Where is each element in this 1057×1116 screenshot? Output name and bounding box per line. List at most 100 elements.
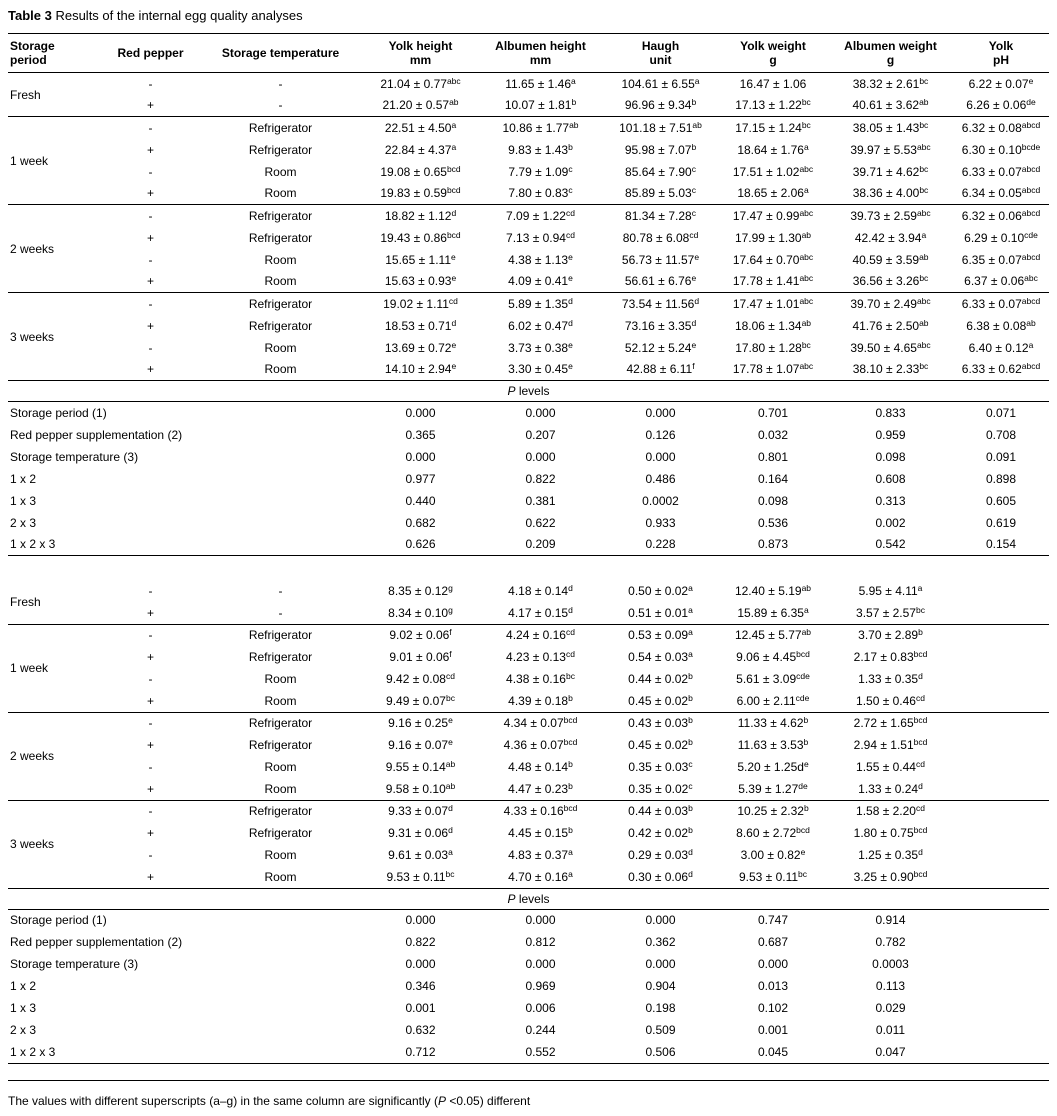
p-level-label: 1 x 2 bbox=[10, 979, 37, 993]
superscript: a bbox=[688, 604, 693, 615]
superscript: abc bbox=[916, 295, 931, 306]
p-value-cell: 0.346 bbox=[405, 979, 436, 993]
superscript: ab bbox=[801, 583, 812, 593]
red-pepper-cell: + bbox=[146, 142, 154, 157]
data-row: 1 week - Refrigerator 9.02 ± 0.06f 4.24 ± 0.… bbox=[8, 623, 1049, 712]
value-cell: 0.45 ± 0.02b bbox=[628, 692, 693, 708]
value-cell: 1.58 ± 2.20cd bbox=[828, 799, 953, 822]
p-value-cell: 0.000 bbox=[405, 957, 436, 971]
superscript: bc bbox=[798, 868, 808, 879]
value-cell: 6.35 ± 0.07abcd bbox=[961, 251, 1041, 267]
data-row: Fresh - - 21.04 ± 0.77abc 11.65 ± 1.46a 104.6… bbox=[8, 73, 1049, 102]
superscript: d bbox=[918, 847, 923, 857]
value-cell: 1.33 ± 0.24d bbox=[858, 780, 923, 796]
value-cell: 22.84 ± 4.37a bbox=[384, 141, 457, 157]
value-cell: 4.09 ± 0.41e bbox=[508, 273, 573, 289]
superscript: d bbox=[688, 868, 693, 879]
data-row: Fresh - - 8.35 ± 0.12g 4.18 ± 0.14d 0.50 ± 0.… bbox=[8, 580, 1049, 609]
superscript: e bbox=[800, 847, 806, 857]
value-cell: 39.50 ± 4.65abc bbox=[850, 339, 931, 355]
superscript: ab bbox=[801, 229, 812, 240]
p-value-cell: 0.801 bbox=[757, 449, 789, 464]
data-row: 2 weeks - Refrigerator 18.82 ± 1.12d 7.09 ± … bbox=[8, 204, 1049, 293]
value-cell: 56.61 ± 6.76e bbox=[624, 273, 697, 289]
empty-cell bbox=[953, 997, 1049, 1019]
p-value-cell: 0.000 bbox=[757, 957, 789, 971]
p-value-cell: 0.509 bbox=[645, 1023, 676, 1037]
superscript: g bbox=[448, 604, 453, 615]
value-cell: 42.88 ± 6.11f bbox=[626, 361, 695, 377]
red-pepper-cell: + bbox=[146, 605, 154, 620]
superscript: d bbox=[568, 295, 573, 306]
superscript: e bbox=[1028, 75, 1034, 86]
empty-cell bbox=[953, 602, 1049, 624]
egg-quality-table-lower: Fresh - - 8.35 ± 0.12g 4.18 ± 0.14d 0.50 ± 0.… bbox=[8, 580, 1049, 1064]
p-value-cell: 0.822 bbox=[525, 471, 556, 486]
value-cell: 9.53 ± 0.11bc bbox=[386, 868, 455, 884]
column-header: Yolk height mm bbox=[363, 33, 478, 73]
superscript: a bbox=[451, 141, 457, 152]
superscript: a bbox=[694, 75, 700, 86]
superscript: d bbox=[688, 847, 693, 857]
data-row: - Room 15.65 ± 1.11e 4.38 ± 1.13e 56.73 ± 11… bbox=[8, 249, 1049, 271]
storage-period-label: 1 week bbox=[8, 623, 103, 712]
p-value-cell: 0.904 bbox=[645, 979, 676, 993]
value-cell: 9.16 ± 0.25e bbox=[363, 711, 478, 734]
value-cell: 6.37 ± 0.06abc bbox=[964, 273, 1038, 289]
superscript: a bbox=[568, 868, 573, 879]
p-value-cell: 0.682 bbox=[405, 515, 436, 530]
red-pepper-cell: - bbox=[103, 623, 198, 646]
storage-period-label: 1 week bbox=[8, 116, 103, 205]
p-level-label: 2 x 3 bbox=[10, 515, 37, 530]
superscript: d bbox=[918, 671, 923, 681]
footnote-text-end: <0.05) different bbox=[446, 1093, 531, 1108]
superscript: b bbox=[688, 737, 693, 747]
p-value-cell: 0.207 bbox=[525, 427, 556, 442]
value-cell: 17.99 ± 1.30ab bbox=[734, 229, 812, 245]
storage-temperature-cell: Refrigerator bbox=[248, 230, 313, 245]
superscript: d bbox=[694, 295, 700, 306]
superscript: a bbox=[688, 583, 693, 593]
empty-cell bbox=[953, 756, 1049, 778]
red-pepper-cell: + bbox=[146, 362, 154, 377]
value-cell: 5.20 ± 1.25de bbox=[737, 759, 809, 774]
value-cell: 11.63 ± 3.53b bbox=[737, 737, 809, 752]
value-cell: 39.97 ± 5.53abc bbox=[850, 141, 931, 157]
value-cell: 18.64 ± 1.76a bbox=[737, 141, 809, 157]
value-cell: 9.31 ± 0.06d bbox=[388, 825, 453, 840]
p-value-cell: 0.873 bbox=[718, 533, 828, 556]
value-cell: 9.33 ± 0.07d bbox=[363, 799, 478, 822]
value-cell: 19.83 ± 0.59bcd bbox=[380, 185, 461, 201]
superscript: e bbox=[803, 759, 809, 769]
red-pepper-cell: + bbox=[146, 693, 154, 708]
value-cell: 8.34 ± 0.10g bbox=[388, 604, 453, 620]
value-cell: 56.73 ± 11.57e bbox=[621, 251, 700, 267]
value-cell: 9.16 ± 0.07e bbox=[388, 737, 453, 752]
superscript: abc bbox=[799, 295, 814, 306]
superscript: bcd bbox=[563, 715, 578, 726]
storage-temperature-cell: Refrigerator bbox=[248, 650, 313, 664]
red-pepper-cell: - bbox=[148, 672, 153, 686]
table-body-upper: Fresh - - 21.04 ± 0.77abc 11.65 ± 1.46a 104.6… bbox=[8, 73, 1049, 556]
storage-temperature-cell: - bbox=[278, 98, 283, 113]
superscript: cd bbox=[445, 671, 455, 681]
data-row: - Room 9.55 ± 0.14ab 4.48 ± 0.14b 0.35 ± 0.0… bbox=[8, 756, 1049, 778]
value-cell: 95.98 ± 7.07b bbox=[624, 141, 697, 157]
p-level-row: 1 x 2 0.977 0.822 0.486 0.164 0.608 0.898 bbox=[8, 468, 1049, 490]
p-value-cell: 0.000 bbox=[405, 913, 436, 928]
value-cell: 80.78 ± 6.08cd bbox=[622, 229, 699, 245]
data-row: 3 weeks - Refrigerator 19.02 ± 1.11cd 5.89 ±… bbox=[8, 292, 1049, 381]
superscript: bcd bbox=[796, 649, 810, 659]
data-row: + Refrigerator 9.31 ± 0.06d 4.45 ± 0.15b 0.4… bbox=[8, 822, 1049, 844]
value-cell: 15.89 ± 6.35a bbox=[737, 604, 809, 620]
superscript: cde bbox=[795, 692, 810, 703]
value-cell: 10.07 ± 1.81b bbox=[504, 97, 577, 113]
value-cell: 9.42 ± 0.08cd bbox=[386, 671, 455, 686]
value-cell: 3.70 ± 2.89b bbox=[828, 623, 953, 646]
value-cell: 17.78 ± 1.07abc bbox=[732, 361, 814, 377]
storage-temperature-cell: Room bbox=[264, 693, 297, 708]
storage-period-label: 3 weeks bbox=[8, 292, 103, 381]
value-cell: 10.25 ± 2.32b bbox=[718, 799, 828, 822]
superscript: abcd bbox=[1021, 207, 1041, 218]
red-pepper-cell: - bbox=[103, 711, 198, 734]
